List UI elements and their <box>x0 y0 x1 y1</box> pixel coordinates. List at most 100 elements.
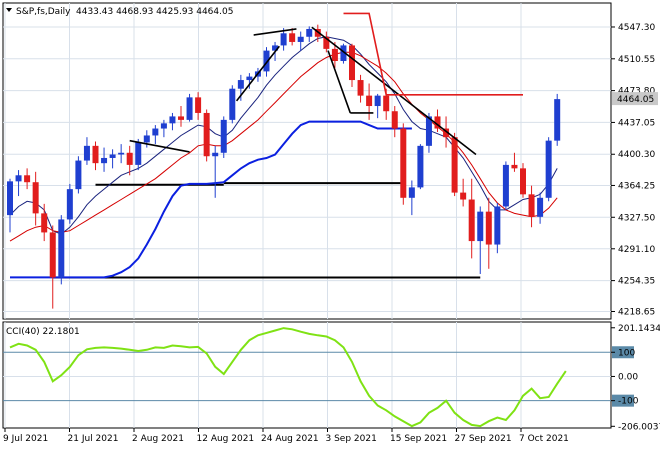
candle-body <box>306 28 313 37</box>
price-tick-label: 4218.65 <box>618 308 655 318</box>
cci-tick-label: 201.1434 <box>618 324 660 334</box>
date-tick-label: 15 Sep 2021 <box>390 434 447 444</box>
price-tick-label: 4327.50 <box>618 213 655 223</box>
candle-body <box>425 116 432 146</box>
candle-body <box>126 152 133 165</box>
cci-tick-label: -206.0037 <box>618 422 660 432</box>
cci-grid <box>4 322 522 428</box>
date-tick-label: 9 Jul 2021 <box>3 434 48 444</box>
candle-body <box>83 145 90 161</box>
candles <box>7 24 561 309</box>
last-price-label: 4464.05 <box>617 95 654 105</box>
cci-tick-label: 0.00 <box>618 372 638 382</box>
price-tick-label: 4510.55 <box>618 55 655 65</box>
cci-level-tag <box>612 394 634 407</box>
cci-tick-label: 100 <box>618 348 635 358</box>
date-tick-label: 2 Aug 2021 <box>132 434 184 444</box>
cci-tick-label: -100 <box>618 397 639 407</box>
candle-body <box>280 33 287 46</box>
candle-body <box>143 135 150 143</box>
candle-body <box>391 111 398 129</box>
trendline <box>327 50 352 114</box>
candle-body <box>323 36 330 49</box>
cci-line <box>9 327 567 428</box>
candle-body <box>75 160 82 190</box>
candle-body <box>203 112 210 157</box>
cci-levels <box>3 351 611 402</box>
candle-body <box>349 45 355 81</box>
candle-body <box>229 88 236 120</box>
candle-body <box>502 164 509 207</box>
candle-body <box>178 116 184 120</box>
price-tick-label: 4291.10 <box>618 245 655 255</box>
trendlines <box>129 26 477 156</box>
candle-body <box>66 189 73 220</box>
candle-body <box>357 80 364 96</box>
candle-body <box>443 128 450 138</box>
date-tick-label: 27 Sep 2021 <box>455 434 512 444</box>
price-axis: 4547.30 4510.55 4473.80 4437.05 4400.30 4364.… <box>611 23 655 318</box>
price-tick-label: 4437.05 <box>618 118 655 128</box>
candle-body <box>101 157 108 164</box>
candle-body <box>220 119 227 153</box>
candle-body <box>511 164 518 169</box>
candle-body <box>195 97 202 113</box>
date-tick-label: 21 Jul 2021 <box>68 434 119 444</box>
candle-body <box>545 140 552 198</box>
candle-body <box>246 76 253 81</box>
candle-body <box>485 211 492 245</box>
candle-body <box>41 213 48 233</box>
candle-body <box>460 192 467 200</box>
candle-body <box>169 116 176 124</box>
candle-body <box>374 95 381 107</box>
candle-body <box>152 128 159 136</box>
candle-body <box>451 137 458 193</box>
candle-body <box>383 95 390 112</box>
candle-body <box>331 48 338 62</box>
candle-body <box>118 152 125 155</box>
candle-body <box>554 99 561 141</box>
candle-body <box>297 36 304 42</box>
candle-body <box>477 211 484 242</box>
moving-average-line <box>9 36 558 235</box>
candle-body <box>15 175 22 182</box>
candle-body <box>417 145 424 188</box>
moving-average-line <box>10 120 412 279</box>
cci-axis: 201.1434 100 0.00 -100 -206.0037 <box>611 324 660 432</box>
date-axis: 9 Jul 2021 21 Jul 2021 2 Aug 2021 12 Aug 20… <box>3 428 569 444</box>
cci-series-line <box>9 327 567 428</box>
candle-body <box>434 116 441 129</box>
date-tick-label: 7 Oct 2021 <box>519 434 569 444</box>
price-tick-label: 4473.80 <box>618 87 655 97</box>
moving-average-line <box>9 51 558 242</box>
candle-body <box>32 182 39 214</box>
dropdown-arrow-icon[interactable] <box>6 8 12 12</box>
symbol-label: S&P,fs,Daily <box>16 7 71 17</box>
candle-body <box>537 197 544 217</box>
candle-body <box>408 187 415 198</box>
cci-panel <box>2 321 612 429</box>
cci-label: CCI(40) 22.1801 <box>6 327 80 337</box>
candle-body <box>135 142 142 165</box>
date-tick-label: 24 Aug 2021 <box>261 434 319 444</box>
candle-body <box>186 97 193 120</box>
price-tick-label: 4254.35 <box>618 277 655 287</box>
candle-body <box>237 80 244 89</box>
price-tick-label: 4400.30 <box>618 150 655 160</box>
candle-body <box>528 194 535 217</box>
candle-body <box>340 45 347 62</box>
candle-body <box>366 95 373 107</box>
candle-body <box>212 152 219 157</box>
price-tick-label: 4547.30 <box>618 23 655 33</box>
cci-level-tag <box>612 346 634 359</box>
candle-body <box>24 175 31 183</box>
candle-body <box>160 123 167 129</box>
trendline <box>235 45 280 102</box>
candle-body <box>468 199 475 242</box>
candle-body <box>289 33 296 42</box>
resistance-line <box>343 12 523 96</box>
price-tick-label: 4364.25 <box>618 181 655 191</box>
candle-body <box>272 45 279 51</box>
candle-body <box>58 219 65 278</box>
